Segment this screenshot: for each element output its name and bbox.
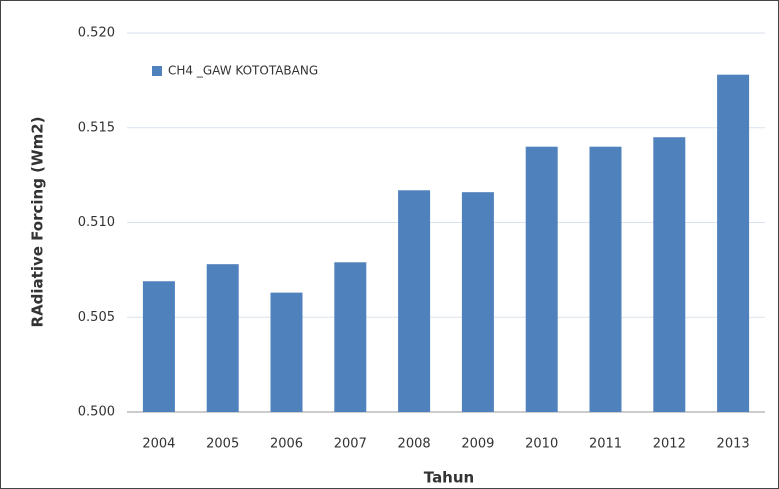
y-tick-label: 0.505 [78, 310, 115, 325]
x-tick-label: 2007 [334, 437, 367, 452]
x-tick-label: 2011 [589, 437, 622, 452]
bar [206, 264, 239, 412]
y-axis-label: RAdiative Forcing (Wm2) [29, 117, 47, 328]
y-tick-label: 0.500 [78, 405, 115, 420]
bar [270, 292, 303, 412]
x-tick-label: 2013 [717, 437, 750, 452]
y-tick-label: 0.515 [78, 120, 115, 135]
bar [461, 192, 494, 412]
bar [589, 146, 622, 412]
bar [717, 74, 750, 412]
bar [525, 146, 558, 412]
legend-label: CH4 _GAW KOTOTABANG [168, 64, 318, 78]
x-tick-label: 2008 [398, 437, 431, 452]
bar [653, 137, 686, 412]
x-tick-label: 2012 [653, 437, 686, 452]
bar [398, 190, 431, 412]
y-tick-label: 0.510 [78, 215, 115, 230]
y-tick-label: 0.520 [78, 26, 115, 41]
x-axis-label: Tahun [424, 469, 474, 487]
legend-swatch [152, 66, 162, 76]
bar [142, 281, 175, 412]
x-tick-label: 2004 [142, 437, 175, 452]
x-tick-label: 2005 [206, 437, 239, 452]
x-tick-label: 2006 [270, 437, 303, 452]
bar [334, 262, 367, 412]
x-tick-label: 2009 [461, 437, 494, 452]
x-tick-label: 2010 [525, 437, 558, 452]
